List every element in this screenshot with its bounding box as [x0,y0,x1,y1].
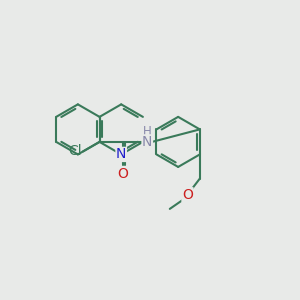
Text: O: O [182,188,193,202]
Text: N: N [142,135,152,149]
Text: N: N [116,147,126,161]
Text: Cl: Cl [68,145,82,158]
Text: O: O [118,167,128,181]
Text: H: H [143,125,152,138]
